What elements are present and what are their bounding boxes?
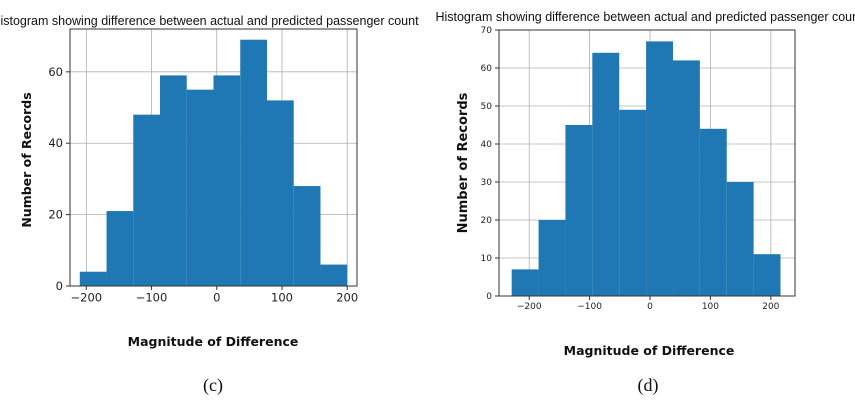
x-tick-label: 200 <box>762 302 779 312</box>
y-tick-label: 20 <box>481 216 493 226</box>
chart-d-y-ticks: 0 10 20 30 40 50 60 70 <box>481 26 499 302</box>
chart-d-x-label: Magnitude of Difference <box>564 343 735 358</box>
chart-c-bars <box>79 39 348 287</box>
x-tick-label: −100 <box>136 291 168 305</box>
histogram-bar <box>133 114 161 287</box>
histogram-bar <box>565 125 593 296</box>
y-tick-label: 30 <box>481 178 493 188</box>
histogram-bar <box>726 182 754 296</box>
histogram-bar <box>293 186 321 286</box>
histogram-bar <box>592 52 620 296</box>
y-tick-label: 60 <box>481 64 493 74</box>
x-tick-label: −100 <box>577 302 602 312</box>
y-tick-label: 70 <box>481 26 493 36</box>
x-tick-label: 0 <box>647 302 653 312</box>
histogram-bar <box>160 75 187 287</box>
caption-d: (d) <box>637 375 659 395</box>
chart-d-x-ticks: −200 −100 0 100 200 <box>517 296 780 312</box>
x-tick-label: 200 <box>336 291 358 305</box>
chart-d-bars <box>511 41 781 297</box>
histogram-bar <box>240 39 267 287</box>
x-tick-label: 100 <box>702 302 719 312</box>
chart-c-x-label: Magnitude of Difference <box>128 334 299 349</box>
chart-d-frame <box>498 29 796 297</box>
chart-d-title: Histogram showing difference between act… <box>435 10 855 24</box>
chart-c-frame <box>69 28 358 287</box>
chart-d-y-label: Number of Records <box>456 92 471 233</box>
y-tick-label: 50 <box>481 102 493 112</box>
histogram-bar <box>538 220 566 296</box>
chart-c-title: Histogram showing difference between act… <box>0 14 419 28</box>
y-tick-label: 0 <box>56 279 63 293</box>
chart-c-y-ticks: 0 20 40 60 <box>48 65 70 293</box>
histogram-bar <box>646 41 673 297</box>
chart-d: Histogram showing difference between act… <box>435 10 855 358</box>
histogram-bar <box>672 60 700 297</box>
x-tick-label: −200 <box>517 302 542 312</box>
y-tick-label: 60 <box>48 65 63 79</box>
histogram-bar <box>699 128 727 296</box>
histogram-bar <box>213 75 241 287</box>
y-tick-label: 40 <box>481 140 493 150</box>
chart-c-y-label: Number of Records <box>19 92 34 227</box>
y-tick-label: 20 <box>48 208 63 222</box>
y-tick-label: 10 <box>481 254 493 264</box>
caption-c: (c) <box>203 375 223 395</box>
chart-c-x-ticks: −200 −100 0 100 200 <box>71 286 358 305</box>
histogram-bar <box>511 269 539 296</box>
histogram-bar <box>320 264 348 286</box>
x-tick-label: 0 <box>213 291 220 305</box>
histogram-bar <box>753 254 781 296</box>
histogram-bar <box>79 271 107 286</box>
y-tick-label: 0 <box>486 292 492 302</box>
histogram-bar <box>619 109 647 296</box>
y-tick-label: 40 <box>48 136 63 150</box>
x-tick-label: 100 <box>271 291 293 305</box>
x-tick-label: −200 <box>71 291 103 305</box>
chart-c: Histogram showing difference between act… <box>0 14 419 349</box>
histogram-bar <box>186 89 214 286</box>
histogram-bar <box>266 100 294 286</box>
histogram-bar <box>106 211 134 286</box>
